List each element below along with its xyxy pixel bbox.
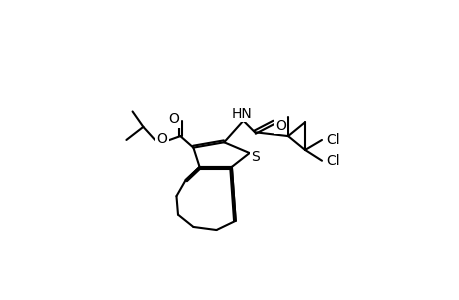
Text: Cl: Cl: [325, 154, 339, 168]
Text: S: S: [251, 150, 260, 164]
Text: O: O: [274, 119, 285, 133]
Text: HN: HN: [231, 107, 252, 121]
Text: O: O: [156, 132, 167, 146]
Text: Cl: Cl: [325, 133, 339, 147]
Text: O: O: [168, 112, 179, 126]
